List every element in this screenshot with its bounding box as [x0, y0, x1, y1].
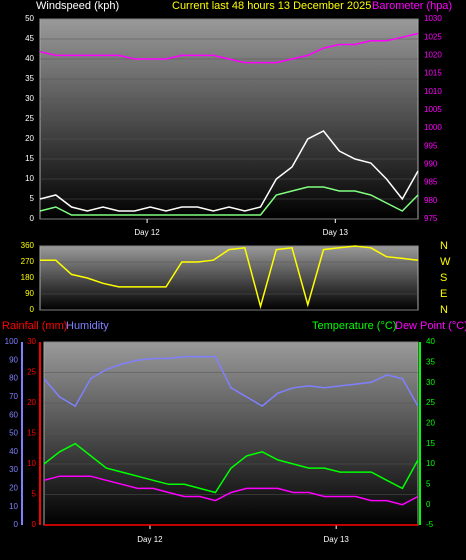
chart-title: Current last 48 hours 13 December 2025 [172, 0, 371, 12]
y-tick-label: 20 [27, 398, 36, 407]
y2-tick-label: 0 [426, 500, 431, 509]
y2-tick-label: 40 [426, 337, 435, 346]
y2-tick-label: 980 [424, 196, 438, 205]
y2-tick-label: S [440, 272, 447, 284]
y2-label: Barometer (hpa) [372, 0, 452, 12]
y-tick-label: 50 [25, 14, 34, 23]
y3-tick-label: 0 [14, 520, 19, 529]
y-tick-label: 0 [32, 520, 37, 529]
y2-tick-label: 10 [426, 459, 435, 468]
y-tick-label: 15 [27, 429, 36, 438]
y2-tick-label: -5 [426, 520, 434, 529]
y4-label: Dew Point (°C) [395, 320, 466, 332]
y2-tick-label: N [440, 304, 448, 316]
y-tick-label: 20 [25, 134, 34, 143]
y-tick-label: 5 [30, 194, 35, 203]
y-tick-label: 45 [25, 34, 34, 43]
y3-tick-label: 30 [9, 465, 18, 474]
y-tick-label: 30 [27, 337, 36, 346]
y-tick-label: 360 [21, 241, 35, 250]
y2-tick-label: 975 [424, 214, 438, 223]
y2-label: Temperature (°C) [312, 320, 396, 332]
y3-tick-label: 10 [9, 502, 18, 511]
y3-tick-label: 90 [9, 355, 18, 364]
y2-tick-label: 995 [424, 141, 438, 150]
series-line [43, 355, 419, 408]
y2-tick-label: 1000 [424, 123, 442, 132]
y-tick-label: 10 [25, 174, 34, 183]
y2-tick-label: 25 [426, 398, 435, 407]
y-tick-label: 40 [25, 54, 34, 63]
y-tick-label: 0 [30, 305, 35, 314]
y-tick-label: 180 [21, 273, 35, 282]
y2-tick-label: 35 [426, 357, 435, 366]
y3-tick-label: 70 [9, 392, 18, 401]
y-tick-label: 0 [30, 214, 35, 223]
x-tick-label: Day 12 [137, 535, 163, 544]
y2-tick-label: N [440, 240, 448, 252]
y-tick-label: 10 [27, 459, 36, 468]
series-line [40, 245, 419, 310]
x-tick-label: Day 13 [324, 535, 350, 544]
y-tick-label: 90 [25, 289, 34, 298]
y-label: Rainfall (mm) [2, 320, 67, 332]
x-tick-label: Day 12 [134, 228, 160, 237]
series-line [39, 186, 419, 216]
y2-tick-label: W [440, 256, 451, 268]
y2-tick-label: 985 [424, 178, 438, 187]
y3-label: Humidity [66, 320, 109, 332]
y-tick-label: 5 [32, 490, 37, 499]
y-tick-label: 25 [27, 368, 36, 377]
y2-tick-label: 1025 [424, 32, 442, 41]
y-tick-label: 30 [25, 94, 34, 103]
y2-tick-label: 1020 [424, 50, 442, 59]
y3-tick-label: 100 [5, 337, 19, 346]
y3-tick-label: 80 [9, 374, 18, 383]
y2-tick-label: 5 [426, 479, 431, 488]
series-line [43, 475, 419, 506]
y-tick-label: 35 [25, 74, 34, 83]
series-line [39, 130, 419, 212]
y3-tick-label: 20 [9, 484, 18, 493]
y2-tick-label: 1030 [424, 14, 442, 23]
y2-tick-label: 1010 [424, 87, 442, 96]
y2-tick-label: 990 [424, 160, 438, 169]
y2-tick-label: 30 [426, 378, 435, 387]
y2-tick-label: 15 [426, 439, 435, 448]
y2-tick-label: 1005 [424, 105, 442, 114]
y-tick-label: 25 [25, 114, 34, 123]
y3-tick-label: 50 [9, 429, 18, 438]
y3-tick-label: 60 [9, 410, 18, 419]
y-tick-label: 15 [25, 154, 34, 163]
x-tick-label: Day 13 [323, 228, 349, 237]
y2-tick-label: E [440, 288, 447, 300]
series-line [43, 442, 419, 494]
y2-tick-label: 1015 [424, 69, 442, 78]
y3-tick-label: 40 [9, 447, 18, 456]
y-tick-label: 270 [21, 257, 35, 266]
series-line [39, 32, 419, 64]
y2-tick-label: 20 [426, 418, 435, 427]
y-label: Windspeed (kph) [36, 0, 119, 12]
